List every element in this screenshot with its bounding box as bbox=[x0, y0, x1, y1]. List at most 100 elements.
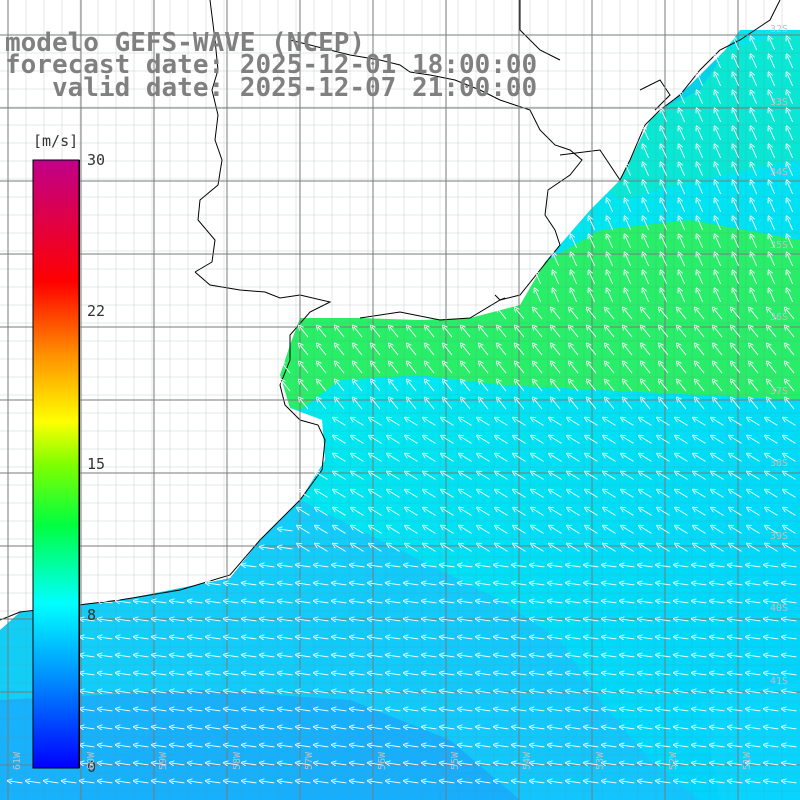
wind-arrow bbox=[298, 601, 311, 603]
wind-arrow bbox=[697, 128, 704, 141]
wind-arrow bbox=[661, 236, 668, 249]
wind-arrow bbox=[622, 745, 635, 747]
wind-arrow bbox=[406, 655, 419, 657]
wind-arrow bbox=[514, 619, 527, 621]
wind-arrow bbox=[460, 527, 472, 534]
wind-arrow bbox=[316, 619, 329, 621]
wind-arrow bbox=[766, 709, 779, 711]
wind-arrow bbox=[370, 655, 383, 657]
wind-arrow bbox=[552, 399, 561, 410]
wind-arrow bbox=[424, 655, 437, 657]
wind-arrow bbox=[460, 583, 473, 585]
wind-arrow bbox=[622, 419, 634, 426]
wind-arrow bbox=[208, 583, 221, 585]
wind-arrow bbox=[480, 399, 489, 410]
wind-arrow bbox=[498, 363, 507, 374]
wind-arrow bbox=[444, 399, 453, 410]
wind-arrow bbox=[535, 290, 542, 303]
wind-arrow bbox=[766, 455, 778, 462]
wind-arrow bbox=[442, 781, 455, 783]
wind-arrow bbox=[786, 309, 795, 320]
wind-arrow bbox=[190, 691, 203, 693]
wind-arrow bbox=[694, 419, 706, 426]
wind-arrow bbox=[658, 473, 670, 480]
wind-arrow bbox=[784, 473, 796, 480]
wind-arrow bbox=[370, 673, 383, 675]
wind-arrow bbox=[496, 727, 509, 729]
wind-arrow bbox=[262, 619, 275, 621]
wind-arrow bbox=[712, 545, 724, 552]
wind-arrow bbox=[532, 763, 545, 765]
wind-arrow bbox=[460, 709, 473, 711]
wind-arrow bbox=[532, 781, 545, 783]
wind-arrow bbox=[442, 601, 455, 603]
wind-arrow bbox=[262, 727, 275, 729]
wind-arrow bbox=[787, 128, 794, 141]
wind-arrow bbox=[640, 509, 652, 516]
wind-arrow bbox=[658, 491, 670, 498]
wind-arrow bbox=[406, 583, 419, 585]
wind-arrow bbox=[712, 527, 724, 534]
wind-arrow bbox=[498, 381, 507, 392]
wind-arrow bbox=[442, 691, 455, 693]
wind-arrow bbox=[118, 673, 131, 675]
wind-arrow bbox=[658, 745, 671, 747]
wind-arrow bbox=[643, 290, 650, 303]
wind-arrow bbox=[787, 110, 794, 123]
wind-arrow bbox=[697, 182, 704, 195]
wind-arrow bbox=[550, 619, 563, 621]
wind-arrow bbox=[733, 92, 740, 105]
wind-arrow bbox=[424, 673, 437, 675]
wind-arrow bbox=[100, 601, 113, 603]
wind-arrow bbox=[334, 437, 346, 444]
wind-arrow bbox=[478, 473, 490, 480]
wind-arrow bbox=[732, 327, 741, 338]
wind-arrow bbox=[660, 363, 669, 374]
wind-arrow bbox=[640, 473, 652, 480]
wind-arrow bbox=[676, 583, 689, 585]
wind-arrow bbox=[172, 601, 185, 603]
wind-arrow bbox=[769, 56, 776, 69]
wind-arrow bbox=[406, 745, 419, 747]
wind-arrow bbox=[661, 164, 668, 177]
wind-arrow bbox=[604, 509, 616, 516]
wind-arrow bbox=[697, 236, 704, 249]
wind-arrow bbox=[534, 327, 543, 338]
wind-arrow bbox=[751, 182, 758, 195]
wind-arrow bbox=[460, 545, 472, 552]
wind-arrow bbox=[715, 74, 722, 87]
wind-arrow bbox=[334, 727, 347, 729]
wind-arrow bbox=[768, 363, 777, 374]
wind-arrow bbox=[676, 473, 688, 480]
wind-arrow bbox=[679, 290, 686, 303]
wind-arrow bbox=[642, 327, 651, 338]
wind-arrow bbox=[460, 637, 473, 639]
wind-arrow bbox=[568, 419, 580, 426]
wind-arrow bbox=[478, 601, 491, 603]
wind-arrow bbox=[154, 637, 167, 639]
wind-arrow bbox=[714, 345, 723, 356]
wind-arrow bbox=[100, 655, 113, 657]
wind-arrow bbox=[460, 509, 472, 516]
wind-arrow bbox=[498, 309, 507, 320]
wind-arrow bbox=[643, 182, 650, 195]
wind-arrow bbox=[787, 236, 794, 249]
wind-arrow bbox=[496, 455, 508, 462]
wind-arrow bbox=[769, 254, 776, 267]
wind-arrow bbox=[694, 709, 707, 711]
wind-arrow bbox=[622, 527, 634, 534]
wind-arrow bbox=[787, 200, 794, 213]
wind-arrow bbox=[625, 290, 632, 303]
wind-arrow bbox=[514, 473, 526, 480]
wind-arrow bbox=[442, 619, 455, 621]
wind-arrow bbox=[406, 673, 419, 675]
wind-arrow bbox=[280, 709, 293, 711]
wind-arrow bbox=[550, 509, 562, 516]
lon-label-59w: 59W bbox=[158, 751, 169, 770]
wind-arrow bbox=[714, 363, 723, 374]
wind-arrow bbox=[787, 92, 794, 105]
wind-arrow bbox=[550, 491, 562, 498]
wind-arrow bbox=[712, 781, 725, 783]
wind-arrow bbox=[516, 327, 525, 338]
wind-arrow bbox=[676, 655, 689, 657]
